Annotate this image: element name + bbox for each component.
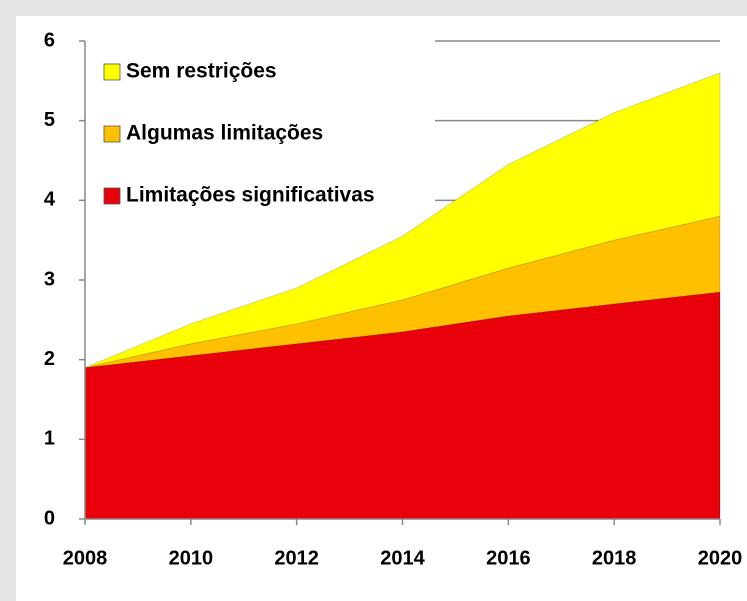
legend-label: Sem restrições: [126, 60, 277, 83]
legend-swatch: [103, 63, 121, 81]
x-tick-label: 2012: [274, 547, 319, 569]
y-tick-label: 4: [44, 189, 56, 211]
area: [84, 215, 721, 369]
x-tick-label: 2008: [63, 547, 108, 569]
y-tick-label: 0: [44, 507, 55, 529]
y-tick-label: 6: [44, 29, 55, 51]
y-tick-label: 5: [44, 109, 55, 131]
legend-swatch: [103, 125, 121, 143]
y-tick-label: 1: [44, 428, 55, 450]
y-tick-label: 2: [44, 348, 55, 370]
area: [84, 72, 721, 369]
x-tick-label: 2020: [698, 547, 743, 569]
x-tick-label: 2018: [592, 547, 637, 569]
x-tick-label: 2016: [486, 547, 531, 569]
legend-label: Algumas limitações: [126, 122, 323, 145]
legend-label: Limitações significativas: [126, 184, 375, 207]
legend-swatch: [103, 187, 121, 205]
x-tick-label: 2010: [169, 547, 214, 569]
y-tick-label: 3: [44, 268, 55, 290]
x-tick-label: 2014: [380, 547, 425, 569]
legend-box: [95, 48, 430, 218]
